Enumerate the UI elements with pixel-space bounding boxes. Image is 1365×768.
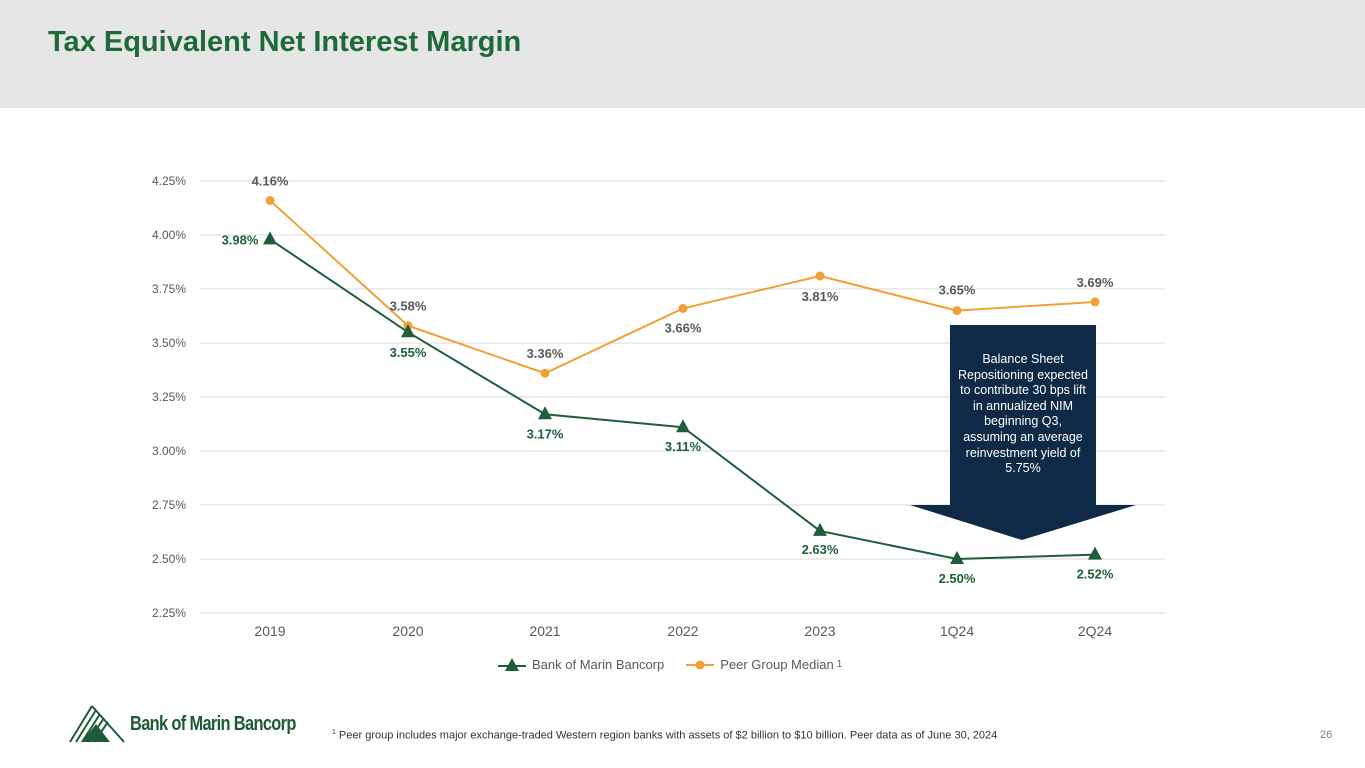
bank-point xyxy=(401,324,415,338)
x-tick-label: 2020 xyxy=(392,623,423,639)
y-tick-label: 2.50% xyxy=(152,552,186,566)
bank-data-label: 3.55% xyxy=(390,345,427,360)
x-tick-label: 1Q24 xyxy=(940,623,974,639)
legend-circle-marker xyxy=(686,660,715,670)
x-tick-label: 2022 xyxy=(667,623,698,639)
bank-point xyxy=(813,522,827,536)
data-labels-group: 4.16% 3.58% 3.36% 3.66% 3.81% 3.65% 3.69% 3.98%… xyxy=(222,173,1114,586)
bank-data-label: 3.98% xyxy=(222,232,259,247)
footnote: 1 Peer group includes major exchange-trad… xyxy=(332,729,997,742)
callout-arrow-shape xyxy=(910,325,1136,540)
y-tick-label: 4.25% xyxy=(152,174,186,188)
footnote-text: Peer group includes major exchange-trade… xyxy=(338,729,998,742)
peer-point xyxy=(265,195,275,205)
x-axis-labels: 2019 2020 2021 2022 2023 1Q24 2Q24 xyxy=(254,623,1112,639)
bank-data-label: 2.52% xyxy=(1077,567,1114,582)
logo-mountain-icon xyxy=(69,705,125,743)
legend-superscript: 1 xyxy=(836,658,843,670)
legend-triangle-marker xyxy=(498,658,526,671)
bank-data-label: 3.17% xyxy=(527,426,564,441)
y-tick-label: 4.00% xyxy=(152,228,186,242)
peer-data-label: 4.16% xyxy=(252,173,289,188)
bank-point xyxy=(263,231,277,245)
bank-data-label: 2.63% xyxy=(802,542,839,557)
footnote-marker: 1 xyxy=(332,729,336,736)
legend-item-bank: Bank of Marin Bancorp xyxy=(498,656,664,672)
legend-label-peer: Peer Group Median xyxy=(720,656,834,672)
x-tick-label: 2021 xyxy=(529,623,560,639)
page-title: Tax Equivalent Net Interest Margin xyxy=(48,26,522,58)
logo-text: Bank of Marin Bancorp xyxy=(130,712,296,735)
y-tick-label: 3.00% xyxy=(152,444,186,458)
peer-point xyxy=(678,303,688,313)
y-axis-labels: 2.25% 2.50% 2.75% 3.00% 3.25% 3.50% 3.75% 4.00%… xyxy=(152,174,186,620)
y-tick-label: 3.50% xyxy=(152,336,186,350)
legend-item-peer: Peer Group Median 1 xyxy=(686,656,842,672)
y-tick-label: 3.75% xyxy=(152,282,186,296)
bank-data-label: 3.11% xyxy=(665,439,702,454)
callout-text: Balance Sheet Repositioning expected to … xyxy=(958,352,1088,476)
peer-data-label: 3.36% xyxy=(527,346,564,361)
peer-point xyxy=(815,271,825,281)
peer-point xyxy=(952,306,962,316)
y-tick-label: 2.25% xyxy=(152,606,186,620)
peer-data-label: 3.65% xyxy=(939,283,976,298)
bank-point xyxy=(676,419,690,433)
bank-point xyxy=(538,406,552,420)
legend-label-bank: Bank of Marin Bancorp xyxy=(532,656,665,672)
bank-point xyxy=(950,551,964,564)
bank-data-label: 2.50% xyxy=(939,571,976,586)
peer-data-label: 3.66% xyxy=(665,320,702,335)
bank-logo: Bank of Marin Bancorp xyxy=(68,704,332,744)
y-tick-label: 2.75% xyxy=(152,498,186,512)
nim-line-chart: 2.25% 2.50% 2.75% 3.00% 3.25% 3.50% 3.75% 4.00%… xyxy=(152,173,1165,639)
y-tick-label: 3.25% xyxy=(152,390,186,404)
x-tick-label: 2Q24 xyxy=(1078,623,1112,639)
chart-legend: Bank of Marin Bancorp Peer Group Median … xyxy=(498,656,864,672)
peer-data-label: 3.81% xyxy=(802,289,839,304)
x-tick-label: 2019 xyxy=(254,623,285,639)
page-number: 26 xyxy=(1320,729,1333,741)
x-tick-label: 2023 xyxy=(804,623,835,639)
peer-point xyxy=(540,368,550,378)
peer-point xyxy=(1090,297,1100,307)
header-band xyxy=(0,0,1365,108)
series-group xyxy=(263,195,1102,564)
peer-data-label: 3.58% xyxy=(390,299,427,314)
bank-point xyxy=(1088,546,1102,560)
peer-data-label: 3.69% xyxy=(1077,275,1114,290)
